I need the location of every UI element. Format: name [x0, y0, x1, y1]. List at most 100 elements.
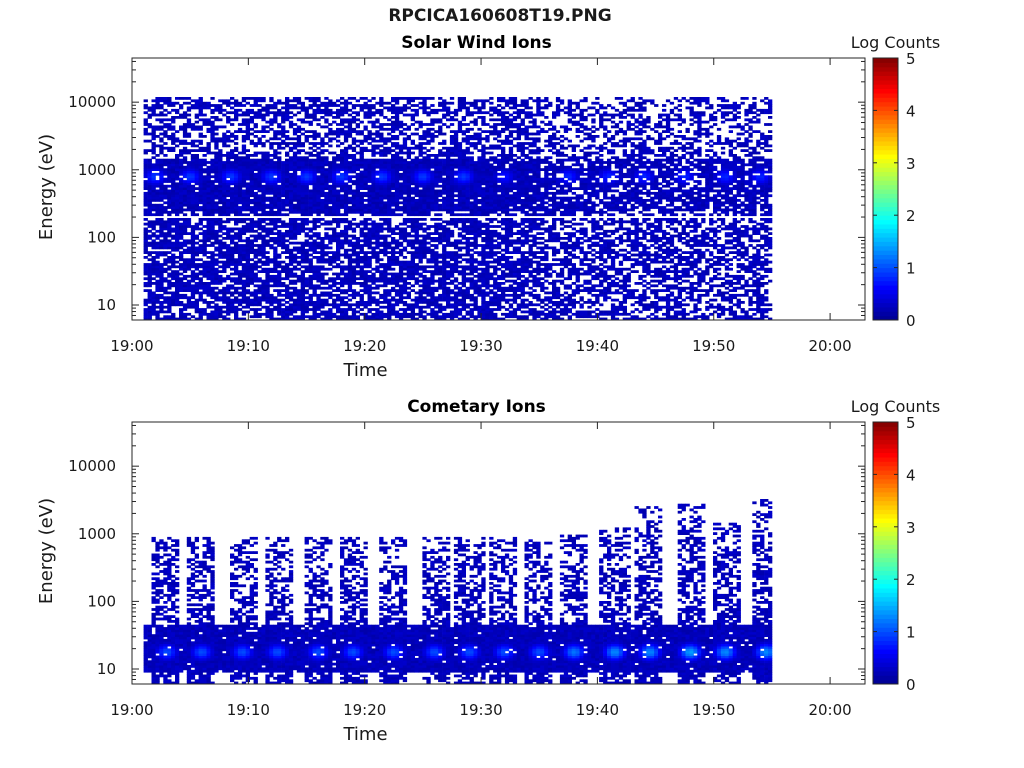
heatmap-cell — [296, 177, 302, 181]
heatmap-cell — [175, 234, 180, 238]
heatmap-cell — [198, 142, 203, 145]
heatmap-cell — [300, 172, 305, 176]
heatmap-cell — [261, 312, 266, 316]
heatmap-cell — [171, 298, 176, 302]
heatmap-cell — [347, 201, 353, 205]
heatmap-cell — [210, 196, 215, 200]
heatmap-cell — [249, 184, 254, 188]
heatmap-cell — [371, 132, 376, 136]
heatmap-cell — [245, 154, 250, 157]
heatmap-cell — [324, 282, 329, 285]
heatmap-cell — [167, 305, 172, 309]
heatmap-cell — [308, 151, 313, 155]
heatmap-cell — [151, 130, 156, 133]
heatmap-cell — [249, 220, 254, 224]
heatmap-cell — [218, 213, 223, 217]
heatmap-cell — [406, 263, 411, 266]
heatmap-cell — [391, 289, 396, 292]
heatmap-cell — [163, 234, 168, 238]
heatmap-cell — [391, 106, 396, 110]
heatmap-cell — [351, 104, 357, 107]
heatmap-cell — [202, 199, 207, 202]
heatmap-cell — [214, 175, 219, 179]
heatmap-cell — [159, 229, 164, 233]
heatmap-cell — [320, 111, 325, 115]
heatmap-cell — [426, 213, 431, 217]
heatmap-cell — [230, 165, 235, 169]
heatmap-cell — [182, 113, 188, 117]
heatmap-cell — [312, 180, 317, 183]
heatmap-cell — [222, 168, 227, 171]
heatmap-cell — [292, 156, 298, 160]
heatmap-cell — [347, 239, 353, 243]
heatmap-cell — [265, 125, 270, 129]
heatmap-cell — [336, 132, 341, 136]
heatmap-cell — [387, 161, 392, 164]
heatmap-cell — [383, 161, 388, 164]
heatmap-cell — [308, 260, 313, 264]
heatmap-cell — [155, 154, 160, 157]
heatmap-cell — [343, 308, 349, 311]
heatmap-cell — [343, 108, 349, 112]
heatmap-cell — [414, 291, 419, 295]
heatmap-cell — [186, 180, 192, 183]
heatmap-cell — [332, 163, 337, 167]
heatmap-cell — [241, 97, 247, 100]
heatmap-cell — [253, 135, 258, 138]
heatmap-cell — [336, 225, 341, 228]
heatmap-cell — [155, 301, 160, 304]
heatmap-cell — [234, 154, 239, 157]
heatmap-cell — [343, 154, 349, 157]
heatmap-cell — [332, 137, 337, 141]
heatmap-cell — [328, 206, 333, 209]
heatmap-cell — [202, 312, 207, 316]
heatmap-cell — [430, 301, 435, 304]
heatmap-cell — [245, 241, 250, 245]
heatmap-cell — [171, 284, 176, 288]
heatmap-cell — [383, 172, 388, 176]
heatmap-cell — [171, 253, 176, 257]
heatmap-cell — [151, 108, 156, 112]
heatmap-cell — [241, 229, 247, 233]
heatmap-cell — [351, 248, 357, 252]
heatmap-cell — [171, 199, 176, 202]
heatmap-cell — [292, 310, 298, 314]
heatmap-cell — [285, 113, 290, 117]
heatmap-cell — [253, 248, 258, 252]
heatmap-cell — [175, 165, 180, 169]
heatmap-cell — [179, 158, 184, 162]
heatmap-cell — [234, 298, 239, 302]
heatmap-cell — [402, 222, 408, 226]
heatmap-cell — [273, 246, 278, 250]
heatmap-cell — [179, 168, 184, 171]
heatmap-cell — [269, 308, 274, 311]
heatmap-cell — [210, 199, 215, 202]
heatmap-cell — [198, 187, 203, 190]
heatmap-cell — [163, 317, 168, 321]
heatmap-cell — [426, 298, 431, 302]
heatmap-cell — [316, 187, 321, 190]
heatmap-cell — [414, 184, 419, 188]
heatmap-cell — [406, 206, 411, 209]
heatmap-cell — [159, 137, 164, 141]
heatmap-cell — [210, 241, 215, 245]
heatmap-cell — [391, 170, 396, 174]
heatmap-cell — [410, 246, 415, 250]
heatmap-cell — [214, 282, 219, 285]
heatmap-cell — [265, 108, 270, 112]
heatmap-cell — [241, 244, 247, 247]
heatmap-cell — [143, 222, 148, 226]
heatmap-cell — [394, 135, 400, 138]
heatmap-cell — [210, 260, 215, 264]
heatmap-cell — [179, 253, 184, 257]
heatmap-cell — [206, 286, 211, 290]
heatmap-cell — [159, 206, 164, 209]
heatmap-cell — [410, 218, 415, 221]
heatmap-cell — [422, 265, 427, 269]
heatmap-cell — [426, 154, 431, 157]
heatmap-cell — [375, 208, 380, 212]
heatmap-cell — [257, 296, 262, 300]
heatmap-cell — [359, 260, 364, 264]
heatmap-cell — [237, 156, 243, 160]
heatmap-cell — [194, 310, 199, 314]
